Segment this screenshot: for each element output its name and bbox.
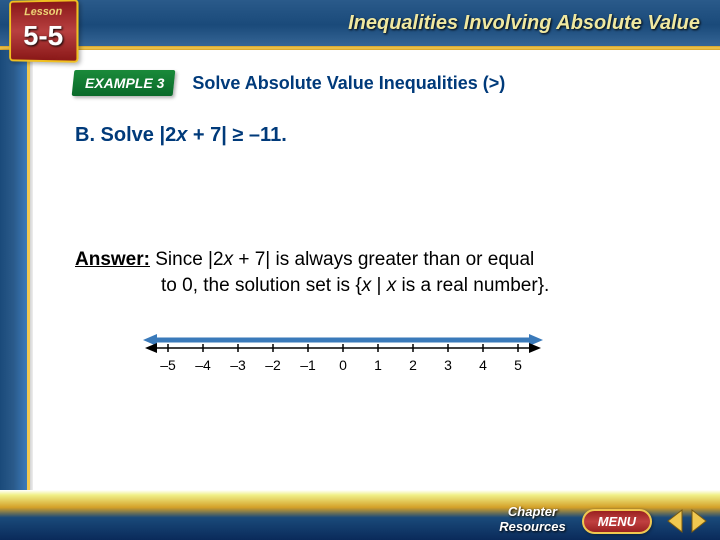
top-banner: Lesson 5-5 Inequalities Involving Absolu… bbox=[0, 0, 720, 50]
svg-text:–5: –5 bbox=[160, 357, 176, 373]
answer-block: Answer: Since |2x + 7| is always greater… bbox=[75, 247, 690, 298]
bottom-bar: Chapter Resources MENU bbox=[0, 490, 720, 540]
problem-statement: B. Solve |2x + 7| ≥ –11. bbox=[75, 124, 690, 147]
lesson-label: Lesson bbox=[11, 5, 76, 18]
svg-text:4: 4 bbox=[479, 357, 487, 373]
svg-text:5: 5 bbox=[514, 357, 522, 373]
content-area: EXAMPLE 3 Solve Absolute Value Inequalit… bbox=[33, 50, 720, 490]
banner-title: Inequalities Involving Absolute Value bbox=[348, 12, 700, 35]
left-sidebar bbox=[0, 50, 30, 540]
svg-text:0: 0 bbox=[339, 357, 347, 373]
example-badge: EXAMPLE 3 bbox=[72, 70, 176, 96]
svg-text:–4: –4 bbox=[195, 357, 211, 373]
lesson-badge: Lesson 5-5 bbox=[8, 0, 78, 62]
prev-arrow-icon[interactable] bbox=[664, 508, 686, 534]
svg-text:–2: –2 bbox=[265, 357, 281, 373]
answer-label: Answer: bbox=[75, 249, 150, 270]
number-line: –5 –4 –3 –2 –1 0 1 2 3 4 5 bbox=[143, 326, 690, 391]
svg-text:3: 3 bbox=[444, 357, 452, 373]
nav-arrows bbox=[664, 508, 710, 534]
menu-button[interactable]: MENU bbox=[582, 509, 652, 534]
svg-text:–3: –3 bbox=[230, 357, 246, 373]
lesson-number: 5-5 bbox=[11, 20, 76, 53]
svg-text:2: 2 bbox=[409, 357, 417, 373]
svg-text:1: 1 bbox=[374, 357, 382, 373]
example-title: Solve Absolute Value Inequalities (>) bbox=[192, 73, 505, 94]
chapter-resources-button[interactable]: Chapter Resources bbox=[499, 505, 569, 534]
number-line-svg: –5 –4 –3 –2 –1 0 1 2 3 4 5 bbox=[143, 326, 543, 386]
next-arrow-icon[interactable] bbox=[688, 508, 710, 534]
svg-text:–1: –1 bbox=[300, 357, 316, 373]
example-header: EXAMPLE 3 Solve Absolute Value Inequalit… bbox=[73, 70, 690, 96]
